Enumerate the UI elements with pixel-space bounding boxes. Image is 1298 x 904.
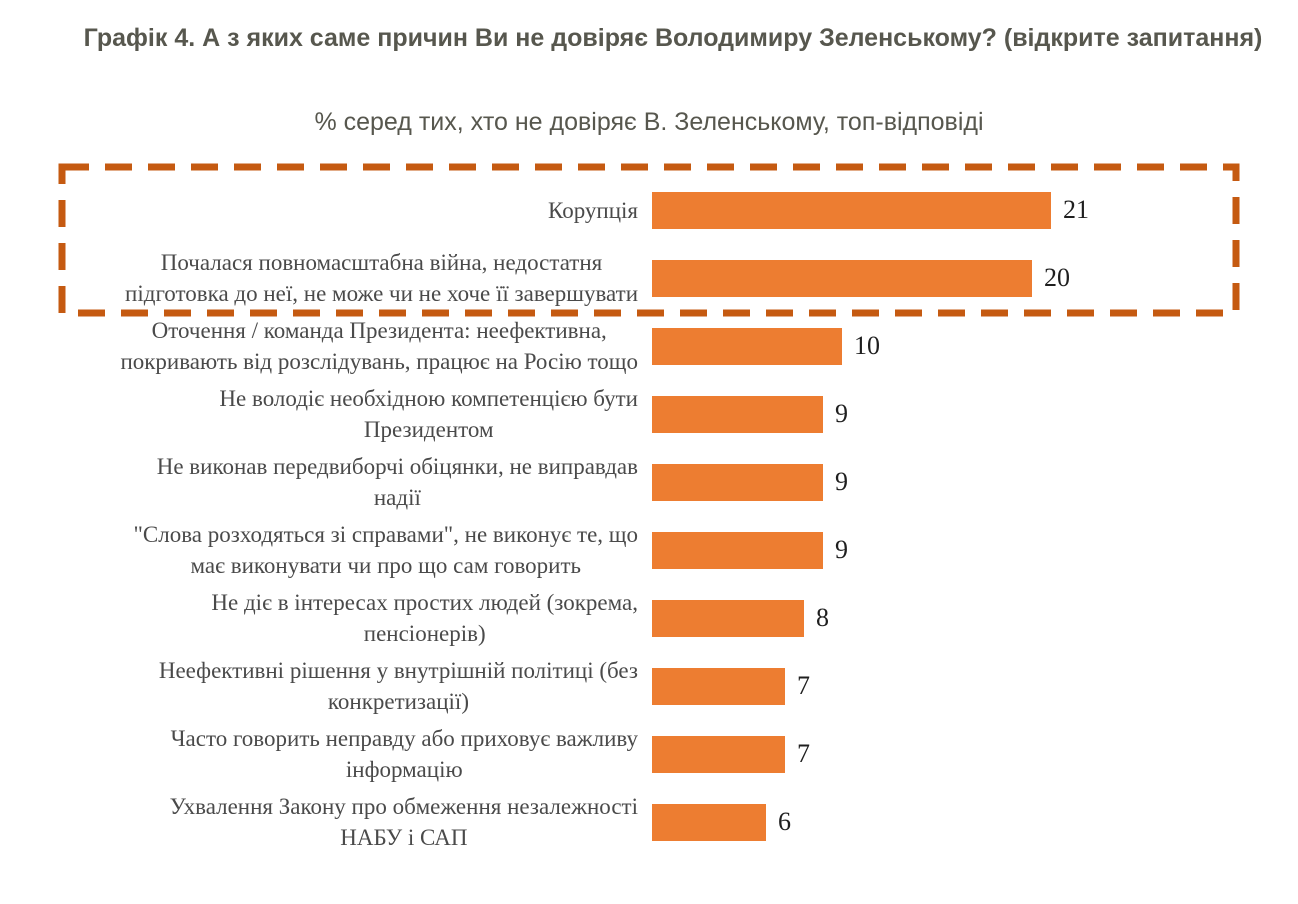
bar bbox=[652, 259, 1032, 297]
value-label: 10 bbox=[854, 331, 880, 360]
category-label-text: Почалася повномасштабна війна, недостатн… bbox=[125, 250, 638, 306]
chart-row: Оточення / команда Президента: неефектив… bbox=[0, 312, 1298, 380]
chart-row: "Слова розходяться зі справами", не вико… bbox=[0, 516, 1298, 584]
value-label: 7 bbox=[797, 739, 810, 768]
category-label: Оточення / команда Президента: неефектив… bbox=[0, 315, 638, 377]
category-label-text: Ухвалення Закону про обмеження незалежно… bbox=[169, 794, 638, 850]
chart-row: Часто говорить неправду або приховує важ… bbox=[0, 720, 1298, 788]
category-label-text: Не володіє необхідною компетенцією бути … bbox=[219, 386, 638, 442]
bar-chart: Корупція 21 Почалася повномасштабна війна,… bbox=[0, 176, 1298, 856]
value-label: 9 bbox=[835, 467, 848, 496]
category-label: Ухвалення Закону про обмеження незалежно… bbox=[0, 791, 638, 853]
value-label: 8 bbox=[816, 603, 829, 632]
category-label-text: Неефективні рішення у внутрішній політиц… bbox=[158, 658, 638, 714]
bar bbox=[652, 531, 823, 569]
category-label: Почалася повномасштабна війна, недостатн… bbox=[0, 247, 638, 309]
category-label: Корупція bbox=[0, 195, 638, 226]
bar bbox=[652, 735, 785, 773]
category-label-text: Не діє в інтересах простих людей (зокрем… bbox=[211, 590, 638, 646]
value-label: 7 bbox=[797, 671, 810, 700]
category-label: Неефективні рішення у внутрішній політиц… bbox=[0, 655, 638, 717]
category-label: Не виконав передвиборчі обіцянки, не вип… bbox=[0, 451, 638, 513]
category-label: Не діє в інтересах простих людей (зокрем… bbox=[0, 587, 638, 649]
bar bbox=[652, 463, 823, 501]
value-label: 9 bbox=[835, 535, 848, 564]
category-label: Не володіє необхідною компетенцією бути … bbox=[0, 383, 638, 445]
bar bbox=[652, 191, 1051, 229]
chart-title: Графік 4. А з яких саме причин Ви не дов… bbox=[83, 24, 1263, 52]
chart-row: Почалася повномасштабна війна, недостатн… bbox=[0, 244, 1298, 312]
bar bbox=[652, 327, 842, 365]
category-label: Часто говорить неправду або приховує важ… bbox=[0, 723, 638, 785]
chart-subtitle: % серед тих, хто не довіряє В. Зеленсько… bbox=[314, 108, 984, 136]
category-label-text: Не виконав передвиборчі обіцянки, не вип… bbox=[156, 454, 638, 510]
chart-row: Ухвалення Закону про обмеження незалежно… bbox=[0, 788, 1298, 856]
value-label: 21 bbox=[1063, 195, 1089, 224]
chart-row: Не виконав передвиборчі обіцянки, не вип… bbox=[0, 448, 1298, 516]
chart-row: Неефективні рішення у внутрішній політиц… bbox=[0, 652, 1298, 720]
value-label: 9 bbox=[835, 399, 848, 428]
value-label: 6 bbox=[778, 807, 791, 836]
category-label-text: Часто говорить неправду або приховує важ… bbox=[170, 726, 638, 782]
bar bbox=[652, 667, 785, 705]
chart-row: Корупція 21 bbox=[0, 176, 1298, 244]
value-label: 20 bbox=[1044, 263, 1070, 292]
category-label-text: Оточення / команда Президента: неефектив… bbox=[120, 318, 638, 374]
chart-row: Не володіє необхідною компетенцією бути … bbox=[0, 380, 1298, 448]
category-label-text: Корупція bbox=[548, 197, 638, 223]
category-label: "Слова розходяться зі справами", не вико… bbox=[0, 519, 638, 581]
chart-row: Не діє в інтересах простих людей (зокрем… bbox=[0, 584, 1298, 652]
category-label-text: "Слова розходяться зі справами", не вико… bbox=[133, 522, 638, 578]
bar bbox=[652, 803, 766, 841]
bar bbox=[652, 395, 823, 433]
bar bbox=[652, 599, 804, 637]
